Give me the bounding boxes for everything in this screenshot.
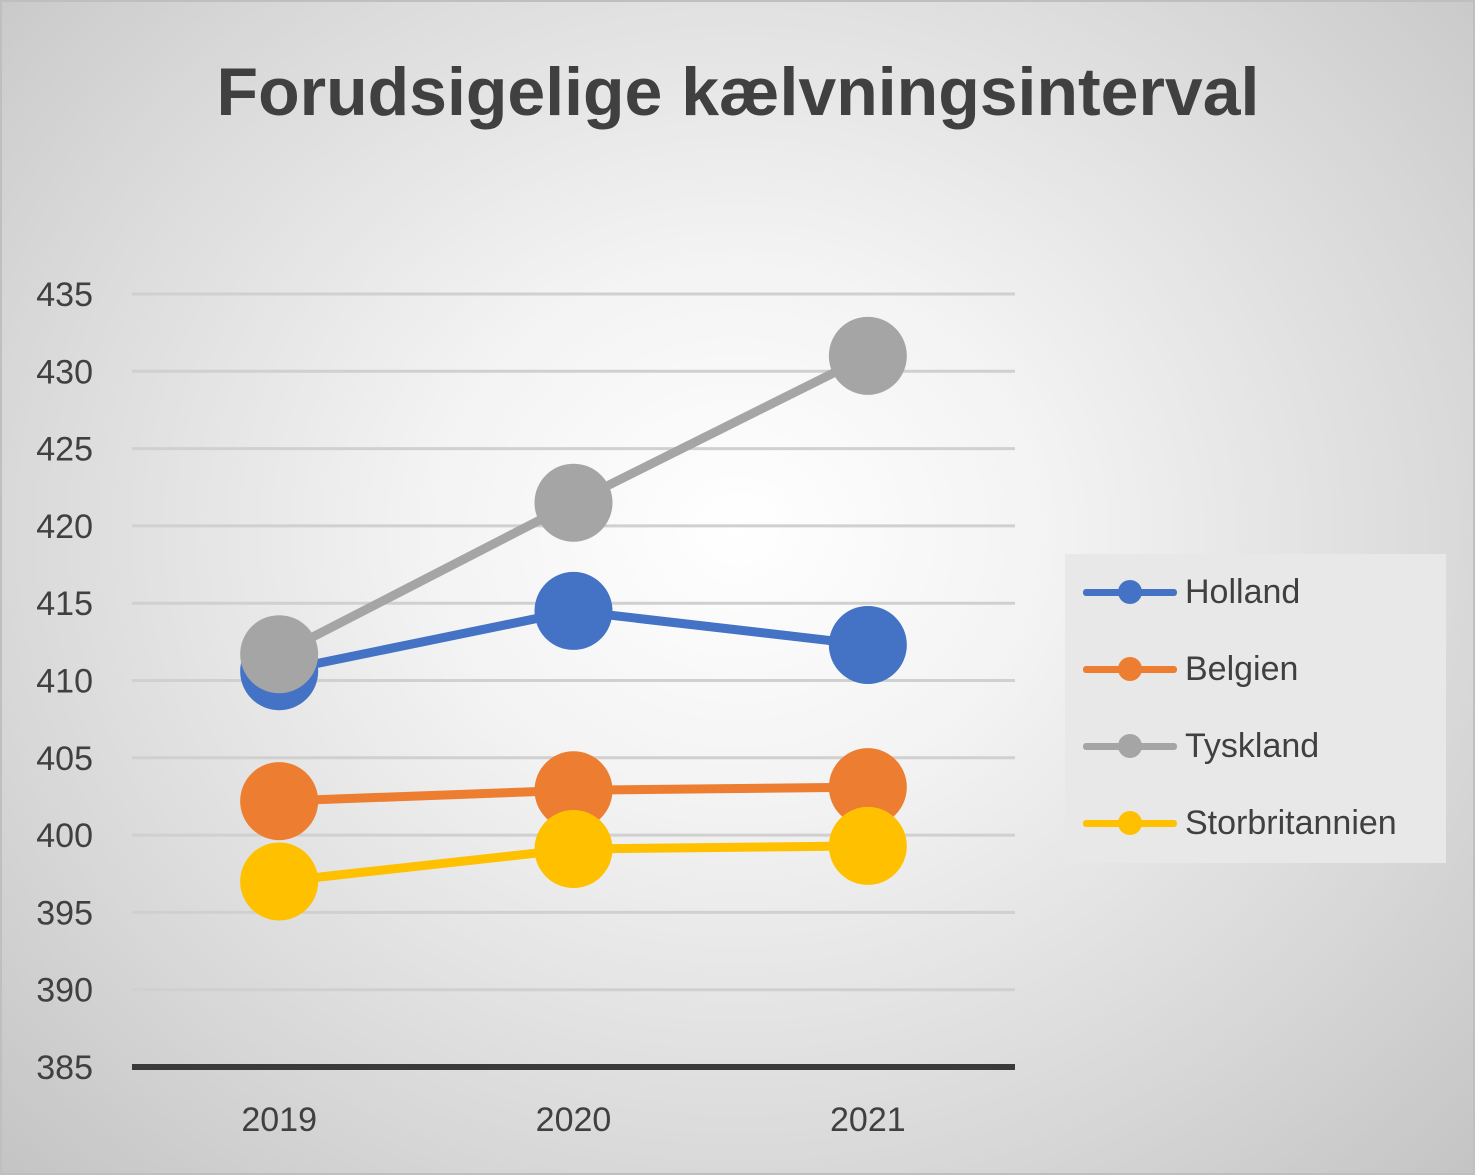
legend-label: Holland xyxy=(1185,573,1301,611)
legend-marker xyxy=(1118,734,1142,758)
data-point xyxy=(534,463,613,542)
legend-marker xyxy=(1118,811,1142,835)
legend-item-tyskland: Tyskland xyxy=(1065,726,1446,766)
legend-label: Tyskland xyxy=(1185,727,1320,765)
y-tick-label: 405 xyxy=(36,740,93,778)
series-tyskland xyxy=(240,316,907,694)
data-point xyxy=(240,842,319,921)
y-tick-label: 415 xyxy=(36,585,93,623)
data-point xyxy=(534,571,613,650)
data-point xyxy=(828,748,907,827)
series-belgien xyxy=(240,748,907,841)
data-point xyxy=(240,762,319,841)
y-tick-label: 390 xyxy=(36,972,93,1010)
legend-item-storbritannien: Storbritannien xyxy=(1065,803,1446,843)
legend-marker xyxy=(1118,657,1142,681)
axes: 385 390 395 400 405 410 415 420 425 430 435 2019 202… xyxy=(36,276,1015,1139)
x-tick-label: 2020 xyxy=(536,1101,612,1139)
chart-title: Forudsigelige kælvningsinterval xyxy=(217,54,1260,130)
legend-label: Storbritannien xyxy=(1185,804,1397,842)
data-point xyxy=(534,751,613,830)
data-point xyxy=(828,316,907,395)
series-group xyxy=(240,316,907,921)
series-holland xyxy=(240,571,907,711)
x-tick-label: 2019 xyxy=(241,1101,317,1139)
series-storbritannien xyxy=(240,806,907,921)
x-tick-label: 2021 xyxy=(830,1101,906,1139)
data-point xyxy=(534,810,613,889)
y-tick-label: 420 xyxy=(36,508,93,546)
data-point xyxy=(828,806,907,885)
data-point xyxy=(240,615,319,694)
legend-label: Belgien xyxy=(1185,650,1299,688)
y-tick-label: 410 xyxy=(36,663,93,701)
y-tick-label: 425 xyxy=(36,431,93,469)
data-point xyxy=(828,605,907,684)
y-tick-label: 400 xyxy=(36,817,93,855)
legend-item-holland: Holland xyxy=(1065,572,1446,612)
y-tick-label: 435 xyxy=(36,276,93,314)
y-tick-label: 430 xyxy=(36,353,93,391)
legend-item-belgien: Belgien xyxy=(1065,649,1446,689)
legend: Holland Belgien Tyskland Storbritannien xyxy=(1065,554,1446,863)
legend-marker xyxy=(1118,580,1142,604)
y-tick-label: 395 xyxy=(36,894,93,932)
y-tick-label: 385 xyxy=(36,1049,93,1087)
